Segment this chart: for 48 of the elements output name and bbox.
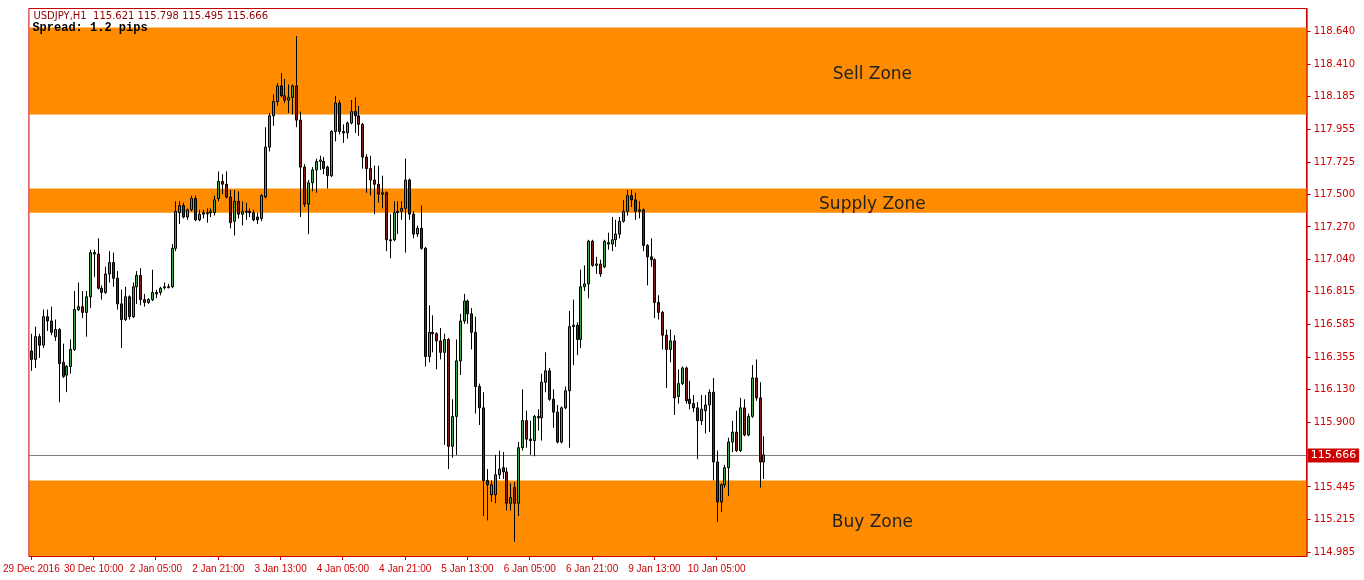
candlestick: [104, 266, 107, 295]
y-tick-label: 115.445: [1313, 480, 1356, 492]
y-tick-label: 115.215: [1313, 513, 1356, 525]
y-tick-label: 117.500: [1313, 187, 1356, 199]
y-tick-label: 116.585: [1313, 318, 1356, 330]
y-tick-label: 117.270: [1313, 220, 1356, 232]
candlestick: [283, 78, 286, 104]
candlestick: [439, 327, 442, 360]
x-tick-label: 4 Jan 21:00: [379, 562, 432, 574]
y-tick-label: 116.815: [1313, 285, 1356, 297]
y-tick-label: 118.640: [1313, 25, 1356, 37]
y-tick-label: 118.185: [1313, 90, 1356, 102]
band-label: Sell Zone: [832, 63, 913, 84]
x-tick-label: 6 Jan 21:00: [565, 562, 619, 574]
chart-title: USDJPY,H1 115.621 115.798 115.495 115.666: [33, 9, 269, 21]
candlestick: [42, 309, 45, 349]
x-tick-label: 10 Jan 05:00: [687, 562, 747, 574]
ref-line-label: 115.666: [1310, 448, 1357, 462]
y-tick-label: 116.130: [1313, 382, 1356, 394]
y-tick-label: 117.725: [1313, 155, 1356, 167]
x-tick-label: 9 Jan 13:00: [628, 562, 681, 574]
x-tick-label: 4 Jan 05:00: [316, 562, 370, 574]
candlestick: [34, 326, 37, 369]
x-tick-label: 2 Jan 21:00: [192, 562, 245, 574]
x-tick-label: 29 Dec 2016: [3, 562, 61, 574]
candlestick: [634, 192, 637, 221]
x-tick-label: 2 Jan 05:00: [129, 562, 183, 574]
candlestick: [447, 337, 450, 470]
x-tick-label: 6 Jan 05:00: [503, 562, 557, 574]
x-tick-label: 3 Jan 13:00: [254, 562, 308, 574]
candlestick: [525, 410, 528, 449]
candlestick: [30, 333, 33, 372]
x-tick-label: 5 Jan 13:00: [441, 562, 495, 574]
candlestick: [443, 333, 446, 446]
y-tick-label: 118.410: [1313, 58, 1356, 70]
y-tick-label: 117.040: [1313, 253, 1356, 265]
candlestick: [81, 290, 84, 319]
candlestick: [404, 158, 407, 254]
x-tick-label: 30 Dec 10:00: [63, 562, 124, 574]
band-label: Buy Zone: [831, 510, 913, 531]
y-tick-label: 116.355: [1313, 350, 1356, 362]
candlestick: [611, 216, 614, 252]
band-label: Supply Zone: [819, 193, 926, 214]
candlestick: [50, 306, 53, 336]
y-tick-label: 117.955: [1313, 122, 1356, 134]
candlestick: [373, 165, 376, 215]
y-tick-label: 114.985: [1313, 546, 1356, 558]
y-tick-label: 115.900: [1313, 415, 1356, 427]
